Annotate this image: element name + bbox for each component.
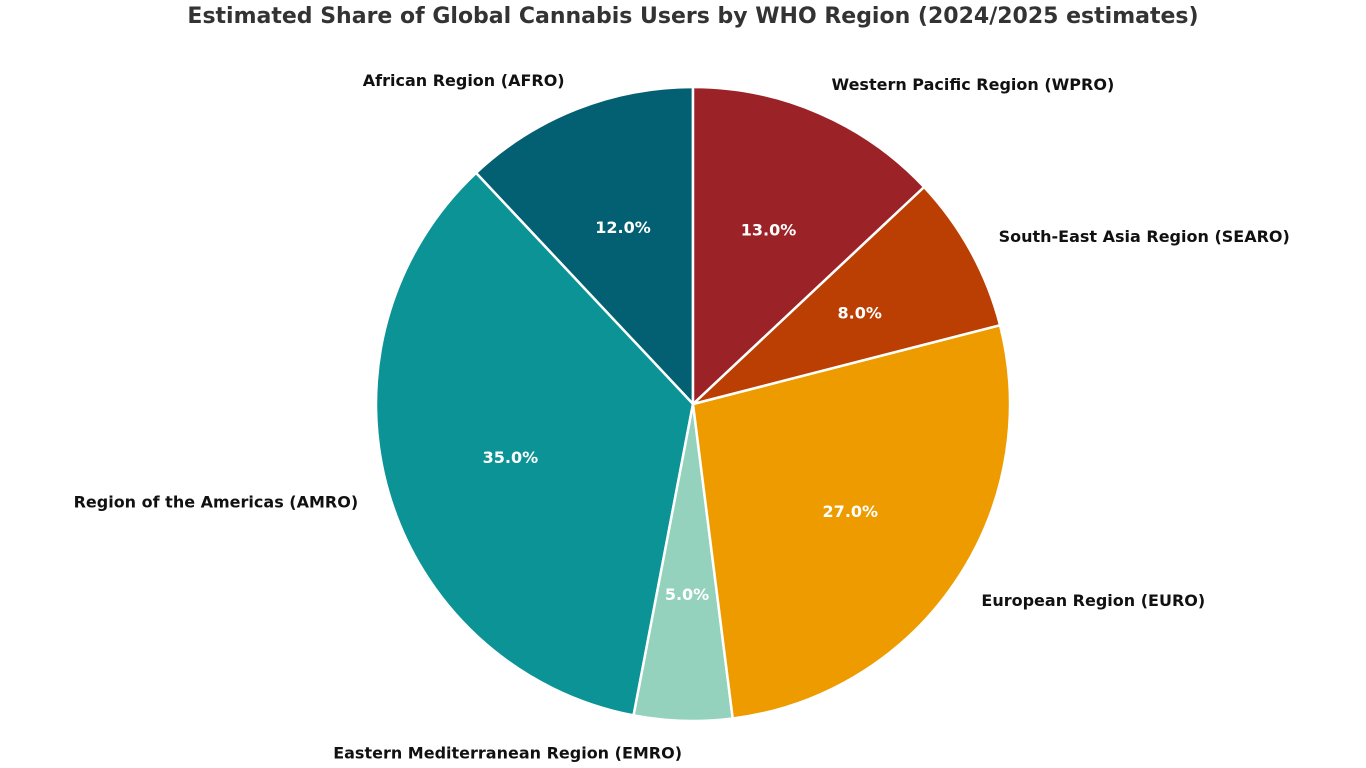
slice-percent-label: 13.0% bbox=[741, 220, 797, 239]
pie-slice-4 bbox=[692, 185, 1002, 406]
pie-slice-1 bbox=[374, 171, 695, 717]
slice-label: South-East Asia Region (SEARO) bbox=[999, 227, 1290, 246]
slice-label: African Region (AFRO) bbox=[363, 71, 565, 90]
slice-label: Region of the Americas (AMRO) bbox=[74, 492, 359, 511]
slice-label: European Region (EURO) bbox=[981, 591, 1205, 610]
chart-title: Estimated Share of Global Cannabis Users… bbox=[187, 4, 1198, 29]
slice-percent-label: 35.0% bbox=[483, 448, 539, 467]
pie-slice-5 bbox=[691, 85, 926, 407]
slice-label: Western Pacific Region (WPRO) bbox=[831, 75, 1114, 94]
slice-percent-label: 12.0% bbox=[595, 218, 651, 237]
pie-slice-0 bbox=[474, 85, 695, 408]
slice-percent-label: 27.0% bbox=[823, 502, 879, 521]
slice-percent-label: 5.0% bbox=[665, 585, 709, 604]
slice-label: Eastern Mediterranean Region (EMRO) bbox=[333, 744, 682, 763]
pie-slice-3 bbox=[691, 323, 1012, 720]
slice-percent-label: 8.0% bbox=[837, 303, 881, 322]
